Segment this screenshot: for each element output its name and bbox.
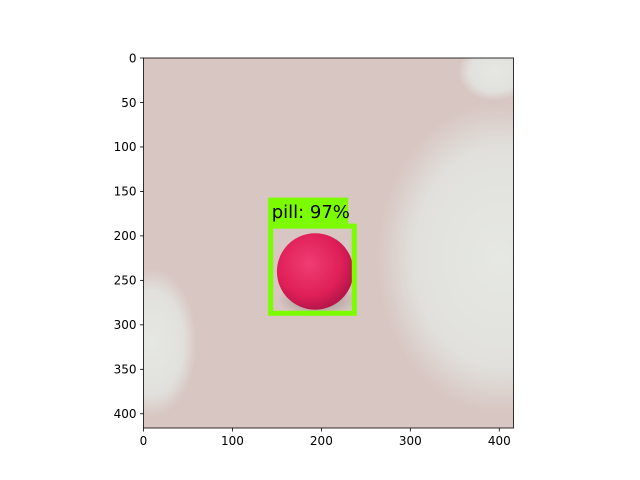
x-tick-label: 200: [310, 434, 333, 448]
detection-label-bg: [268, 197, 349, 224]
x-axis: 0 100 200 300 400: [140, 428, 511, 448]
y-tick-label: 300: [114, 318, 137, 332]
x-tick-label: 100: [221, 434, 244, 448]
x-tick-label: 300: [399, 434, 422, 448]
y-tick-label: 400: [114, 407, 137, 421]
y-tick-label: 150: [114, 185, 137, 199]
image-plot-area: pill: 97%: [143, 58, 514, 428]
towel-white-region: [377, 102, 514, 414]
y-tick-label: 200: [114, 229, 137, 243]
y-axis: 0 50 100 150 200 250 300 350 400: [114, 51, 144, 421]
axes-frame: [143, 57, 514, 429]
towel-white-region-left: [143, 268, 197, 417]
x-tick-label: 0: [140, 434, 148, 448]
pill-object: [276, 233, 354, 310]
y-tick-label: 350: [114, 363, 137, 377]
y-tick-label: 0: [129, 51, 137, 65]
detection-box: [268, 223, 357, 316]
y-tick-label: 100: [114, 140, 137, 154]
y-tick-label: 50: [121, 96, 136, 110]
x-tick-label: 400: [488, 434, 511, 448]
towel-white-region-top: [457, 58, 514, 101]
detection-label: pill: 97%: [272, 202, 350, 223]
y-tick-label: 250: [114, 274, 137, 288]
